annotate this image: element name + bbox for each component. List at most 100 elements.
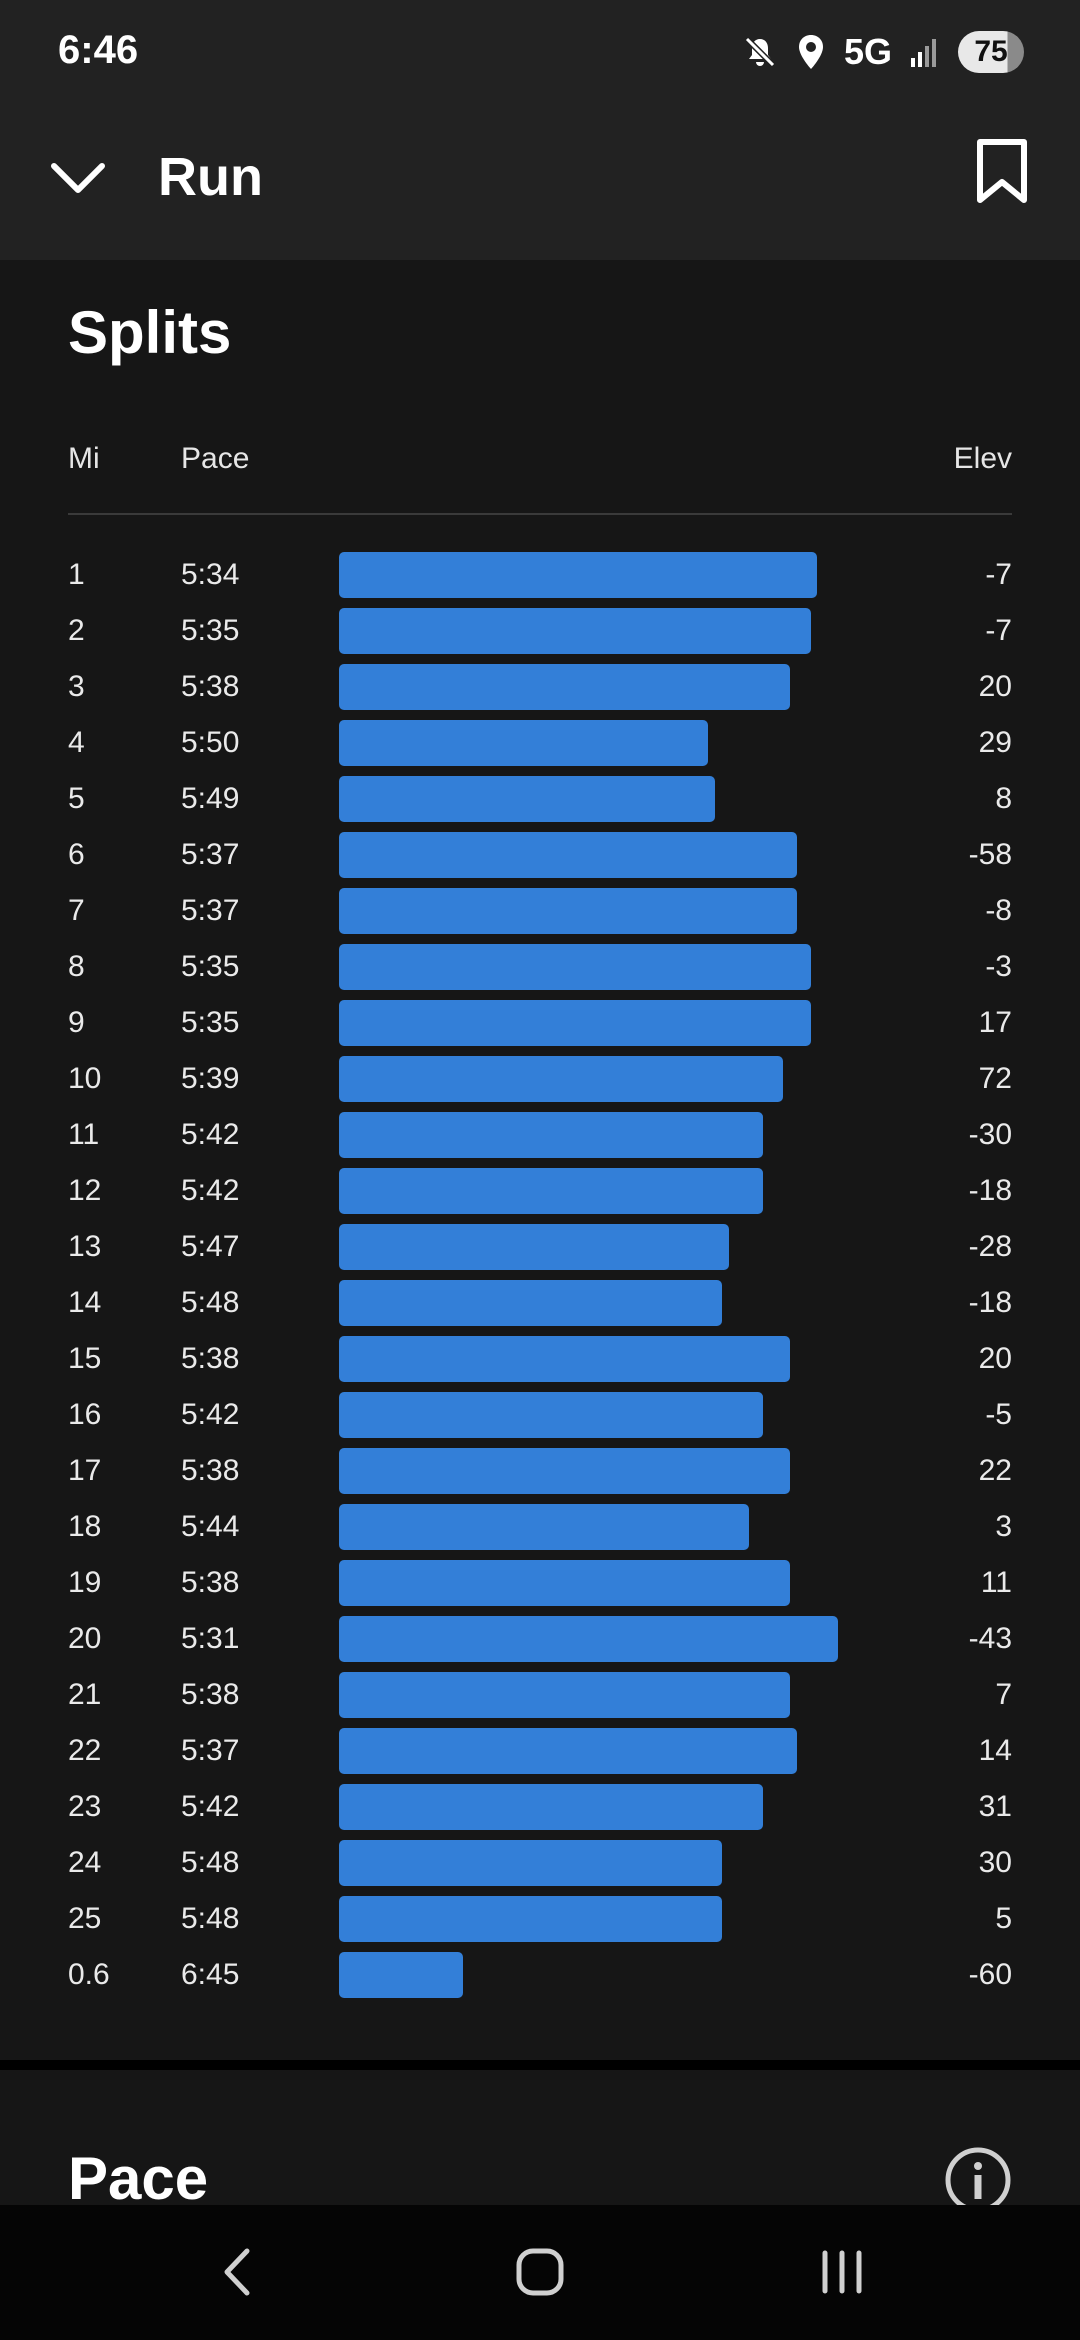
mute-icon [744,36,776,68]
split-elevation: 20 [978,1342,1012,1375]
header-divider [68,513,1012,515]
split-mile: 0.6 [68,1958,110,1991]
split-elevation: -18 [968,1286,1012,1319]
split-mile: 9 [68,1006,85,1039]
split-pace: 5:49 [181,782,240,815]
split-row: 25 5:48 5 [0,1892,1080,1948]
split-mile: 22 [68,1734,102,1767]
split-mile: 15 [68,1342,102,1375]
split-mile: 17 [68,1454,102,1487]
split-row: 3 5:38 20 [0,660,1080,716]
split-mile: 3 [68,670,85,703]
split-mile: 1 [68,558,85,591]
split-pace-bar [339,1840,722,1886]
split-mile: 18 [68,1510,102,1543]
split-mile: 14 [68,1286,102,1319]
split-mile: 11 [68,1118,100,1151]
split-row: 19 5:38 11 [0,1556,1080,1612]
split-pace: 5:48 [181,1902,240,1935]
split-row: 9 5:35 17 [0,996,1080,1052]
split-elevation: 31 [978,1790,1012,1823]
split-elevation: 22 [978,1454,1012,1487]
split-pace: 5:37 [181,1734,240,1767]
split-pace: 5:37 [181,838,240,871]
split-pace-bar [339,832,797,878]
split-row: 10 5:39 72 [0,1052,1080,1108]
split-row: 1 5:34 -7 [0,548,1080,604]
split-elevation: 3 [995,1510,1012,1543]
split-mile: 10 [68,1062,102,1095]
split-pace: 5:42 [181,1174,240,1207]
split-pace: 5:48 [181,1286,240,1319]
column-header-mi: Mi [68,442,100,475]
info-icon[interactable] [944,2146,1012,2205]
split-mile: 5 [68,782,85,815]
split-row: 22 5:37 14 [0,1724,1080,1780]
split-mile: 24 [68,1846,102,1879]
split-mile: 25 [68,1902,102,1935]
split-pace: 5:38 [181,670,240,703]
network-label: 5G [843,31,892,72]
split-pace-bar [339,1392,763,1438]
split-pace-bar [339,552,818,598]
split-pace-bar [339,1448,791,1494]
recent-apps-icon[interactable] [807,2241,877,2303]
split-row: 16 5:42 -5 [0,1388,1080,1444]
split-mile: 7 [68,894,85,927]
split-elevation: 20 [978,670,1012,703]
split-pace: 5:34 [181,558,240,591]
split-elevation: -43 [968,1622,1012,1655]
split-elevation: -30 [968,1118,1012,1151]
split-pace-bar [339,1896,722,1942]
split-pace: 5:35 [181,950,240,983]
split-pace: 5:38 [181,1678,240,1711]
split-row: 24 5:48 30 [0,1836,1080,1892]
split-pace-bar [339,1504,750,1550]
split-pace: 5:37 [181,894,240,927]
split-mile: 21 [68,1678,102,1711]
split-mile: 20 [68,1622,102,1655]
split-elevation: 8 [995,782,1012,815]
split-pace-bar [339,608,811,654]
app-header: Run [0,100,1080,260]
status-icons: 5G 75 [742,30,1024,74]
split-pace-bar [339,1672,791,1718]
split-elevation: 14 [978,1734,1012,1767]
split-row: 23 5:42 31 [0,1780,1080,1836]
split-elevation: 11 [980,1566,1012,1599]
split-elevation: 7 [995,1678,1012,1711]
battery-icon: 75 [958,31,1024,73]
split-pace-bar [339,1224,729,1270]
split-pace-bar [339,944,811,990]
split-pace: 5:38 [181,1342,240,1375]
split-mile: 6 [68,838,85,871]
split-row: 12 5:42 -18 [0,1164,1080,1220]
split-elevation: -7 [985,558,1012,591]
back-icon[interactable] [203,2241,273,2303]
split-pace-bar [339,720,709,766]
split-pace: 5:48 [181,1846,240,1879]
splits-table: 1 5:34 -7 2 5:35 -7 3 5:38 20 4 5:50 29 5 5:49 8 6 5:37 -… [0,548,1080,2004]
split-pace-bar [339,888,797,934]
split-mile: 13 [68,1230,102,1263]
column-header-elev: Elev [953,442,1012,475]
split-pace: 5:42 [181,1790,240,1823]
split-elevation: 17 [978,1006,1012,1039]
chevron-down-icon[interactable] [48,152,108,202]
split-row: 20 5:31 -43 [0,1612,1080,1668]
split-mile: 2 [68,614,85,647]
split-mile: 4 [68,726,85,759]
split-pace: 5:50 [181,726,240,759]
split-pace-bar [339,1952,463,1998]
split-row: 4 5:50 29 [0,716,1080,772]
home-icon[interactable] [505,2241,575,2303]
split-pace-bar [339,1784,763,1830]
split-elevation: -60 [968,1958,1012,1991]
split-mile: 12 [68,1174,102,1207]
split-row: 0.6 6:45 -60 [0,1948,1080,2004]
split-pace: 6:45 [181,1958,240,1991]
bookmark-icon[interactable] [974,138,1030,206]
split-pace-bar [339,776,715,822]
split-pace-bar [339,1560,791,1606]
split-pace: 5:47 [181,1230,240,1263]
